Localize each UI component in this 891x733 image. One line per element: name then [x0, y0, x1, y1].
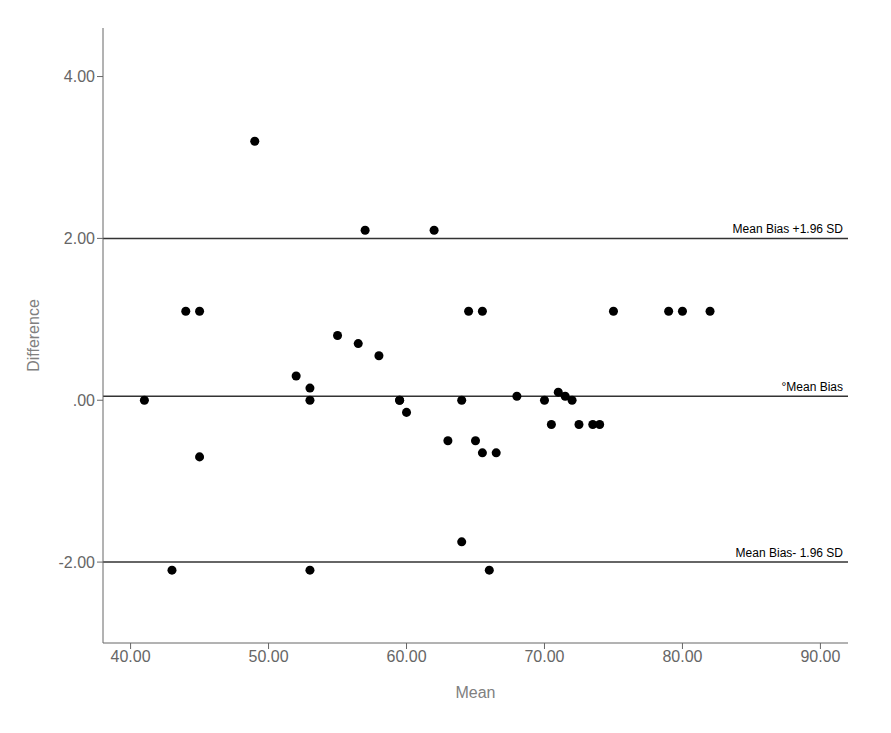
- svg-text:Mean Bias- 1.96 SD: Mean Bias- 1.96 SD: [736, 546, 844, 560]
- svg-text:Mean: Mean: [455, 684, 495, 701]
- svg-text:90.00: 90.00: [800, 648, 840, 665]
- svg-text:70.00: 70.00: [524, 648, 564, 665]
- svg-text:.00: .00: [73, 392, 95, 409]
- svg-text:50.00: 50.00: [249, 648, 289, 665]
- svg-text:4.00: 4.00: [64, 68, 95, 85]
- svg-text:40.00: 40.00: [111, 648, 151, 665]
- svg-text:-2.00: -2.00: [59, 554, 96, 571]
- svg-text:Mean Bias +1.96 SD: Mean Bias +1.96 SD: [733, 222, 844, 236]
- svg-text:80.00: 80.00: [662, 648, 702, 665]
- svg-text:2.00: 2.00: [64, 230, 95, 247]
- svg-text:60.00: 60.00: [386, 648, 426, 665]
- svg-text:°Mean Bias: °Mean Bias: [782, 380, 844, 394]
- svg-text:Difference: Difference: [25, 299, 42, 372]
